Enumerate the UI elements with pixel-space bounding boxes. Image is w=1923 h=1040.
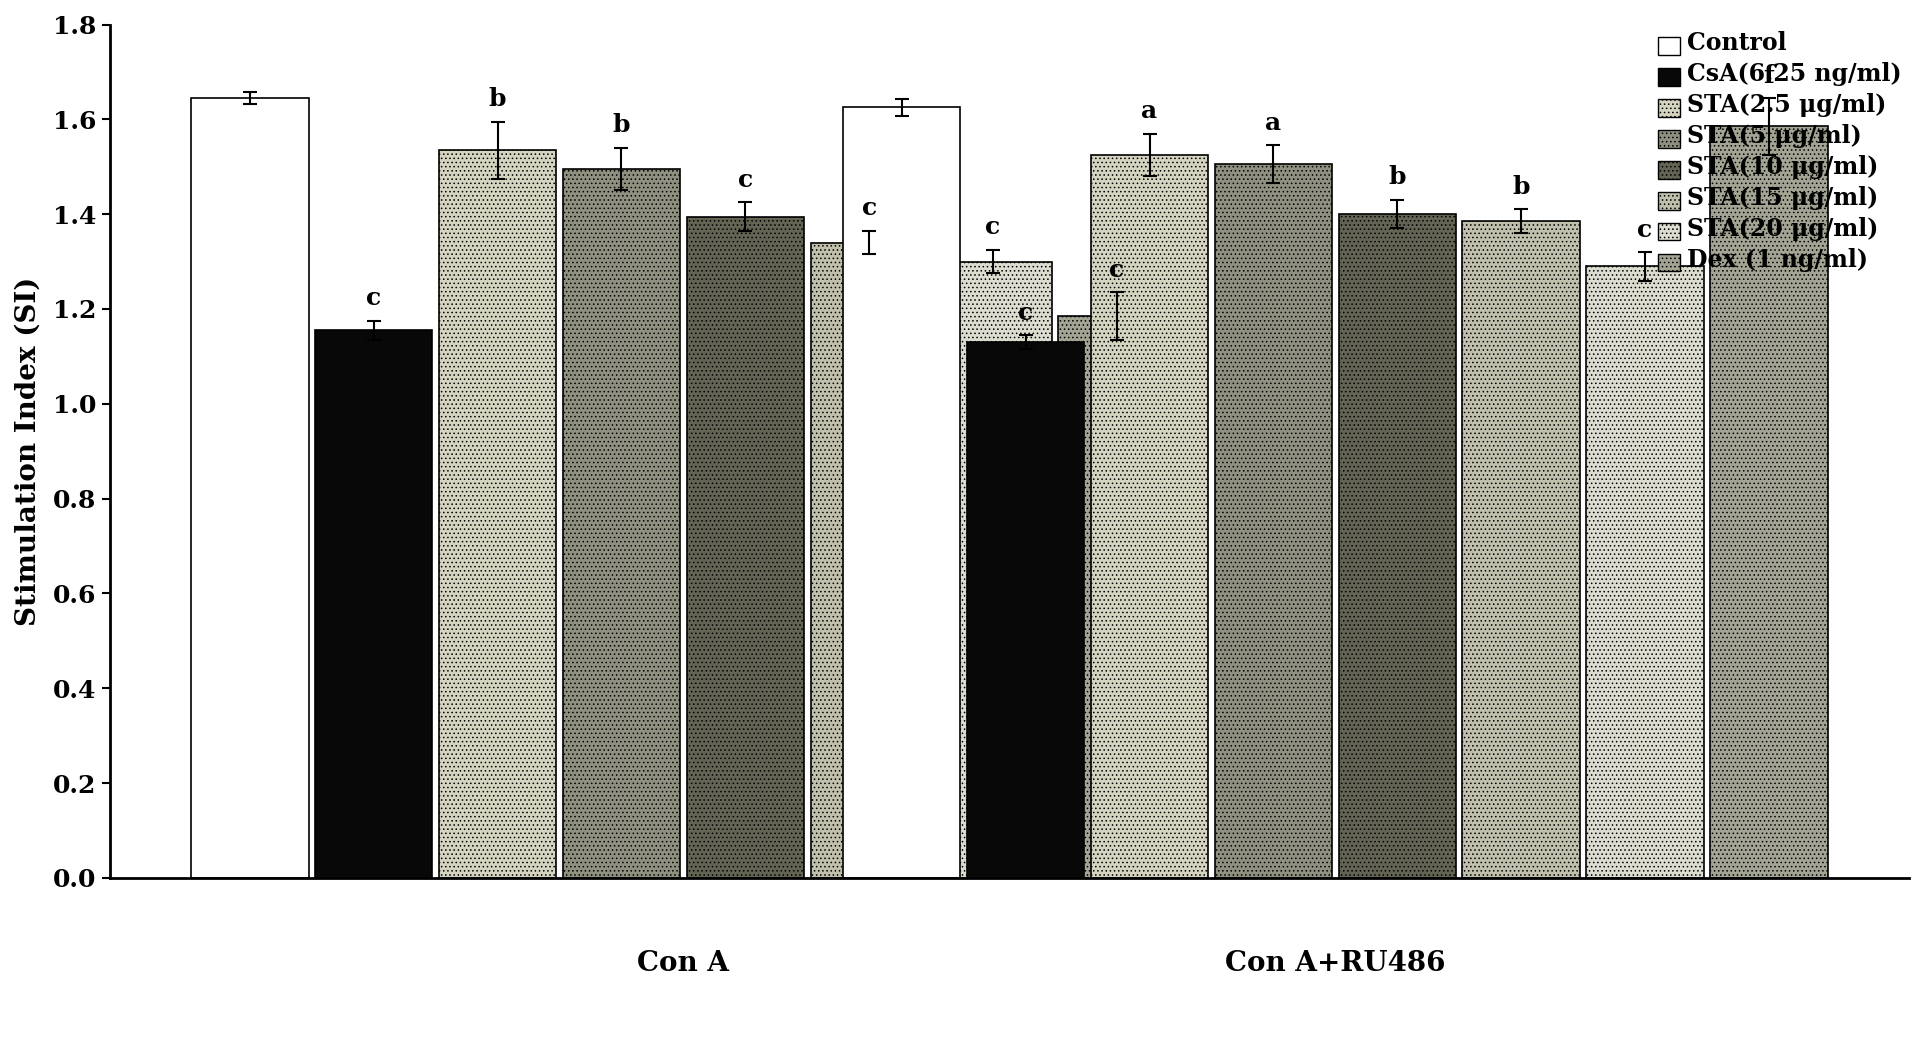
Bar — [687, 216, 804, 878]
Text: b: b — [612, 113, 631, 137]
Bar — [1585, 266, 1702, 878]
Bar — [563, 170, 679, 878]
Text: b: b — [1388, 165, 1406, 189]
Text: c: c — [365, 286, 381, 310]
Bar — [935, 262, 1052, 878]
Text: c: c — [1110, 258, 1123, 282]
Bar — [190, 98, 308, 878]
Text: b: b — [1511, 175, 1529, 199]
Text: c: c — [862, 197, 877, 220]
Text: c: c — [1017, 301, 1033, 324]
Text: Con A: Con A — [637, 951, 729, 978]
Text: Con A+RU486: Con A+RU486 — [1225, 951, 1444, 978]
Bar — [810, 242, 927, 878]
Bar — [1338, 214, 1456, 878]
Bar — [1710, 127, 1827, 878]
Bar — [1213, 164, 1331, 878]
Text: c: c — [737, 167, 752, 191]
Y-axis label: Stimulation Index (SI): Stimulation Index (SI) — [15, 277, 42, 626]
Bar — [1058, 316, 1175, 878]
Text: f: f — [1763, 63, 1773, 87]
Legend: Control, CsA(6.25 ng/ml), STA(2.5 μg/ml), STA(5 μg/ml), STA(10 μg/ml), STA(15 μg: Control, CsA(6.25 ng/ml), STA(2.5 μg/ml)… — [1658, 31, 1902, 272]
Text: c: c — [1636, 217, 1652, 241]
Bar — [1090, 155, 1208, 878]
Text: a: a — [1265, 111, 1281, 135]
Text: a: a — [1140, 99, 1158, 123]
Bar — [438, 150, 556, 878]
Bar — [842, 107, 960, 878]
Text: b: b — [488, 87, 506, 111]
Text: c: c — [985, 215, 1000, 239]
Bar — [315, 331, 433, 878]
Bar — [967, 342, 1085, 878]
Bar — [1461, 222, 1579, 878]
